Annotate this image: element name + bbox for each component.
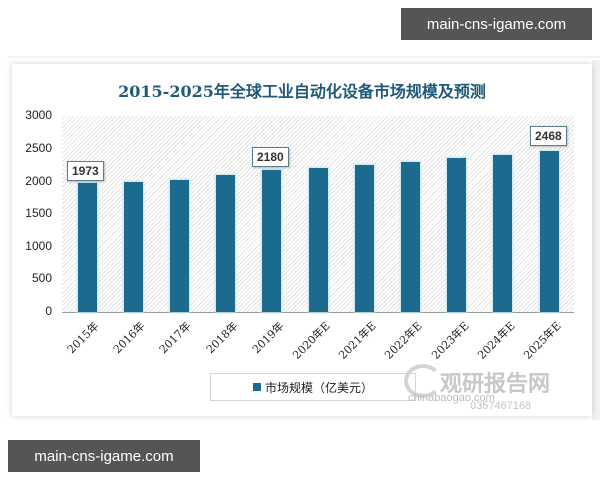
bar (262, 169, 282, 312)
y-tick: 500 (31, 271, 52, 285)
y-tick: 3000 (25, 108, 52, 122)
bar (169, 180, 189, 312)
y-tick: 1000 (25, 239, 52, 253)
bar (77, 183, 97, 312)
y-tick: 2500 (25, 141, 52, 155)
bar (539, 150, 559, 312)
bar (400, 161, 420, 312)
bar (216, 174, 236, 312)
bar (354, 165, 374, 312)
data-label-2015: 1973 (67, 161, 104, 181)
bar (447, 157, 467, 312)
site-badge-bottom: main-cns-igame.com (8, 440, 200, 472)
y-tick: 1500 (25, 206, 52, 220)
bar (308, 167, 328, 312)
chart-title: 2015-2025年全球工业自动化设备市场规模及预测 (118, 82, 486, 101)
watermark-sub: chinabaogao.com (408, 392, 495, 404)
divider (8, 56, 600, 58)
y-tick: 0 (45, 304, 52, 318)
y-tick: 2000 (25, 174, 52, 188)
data-label-2019: 2180 (252, 147, 289, 167)
x-axis-line (62, 312, 574, 313)
bar (493, 154, 513, 312)
data-label-2025: 2468 (530, 126, 567, 146)
legend-label: 市场规模（亿美元） (264, 380, 373, 395)
watermark-brand: 观研报告网 (440, 372, 551, 397)
legend-swatch (252, 383, 261, 391)
site-badge-top: main-cns-igame.com (401, 8, 592, 40)
watermark-sub2: 0357467168 (470, 400, 532, 412)
watermark-logo-icon (404, 364, 442, 398)
page-edge (592, 60, 600, 420)
bar (123, 181, 143, 312)
legend: 市场规模（亿美元） (210, 373, 416, 401)
